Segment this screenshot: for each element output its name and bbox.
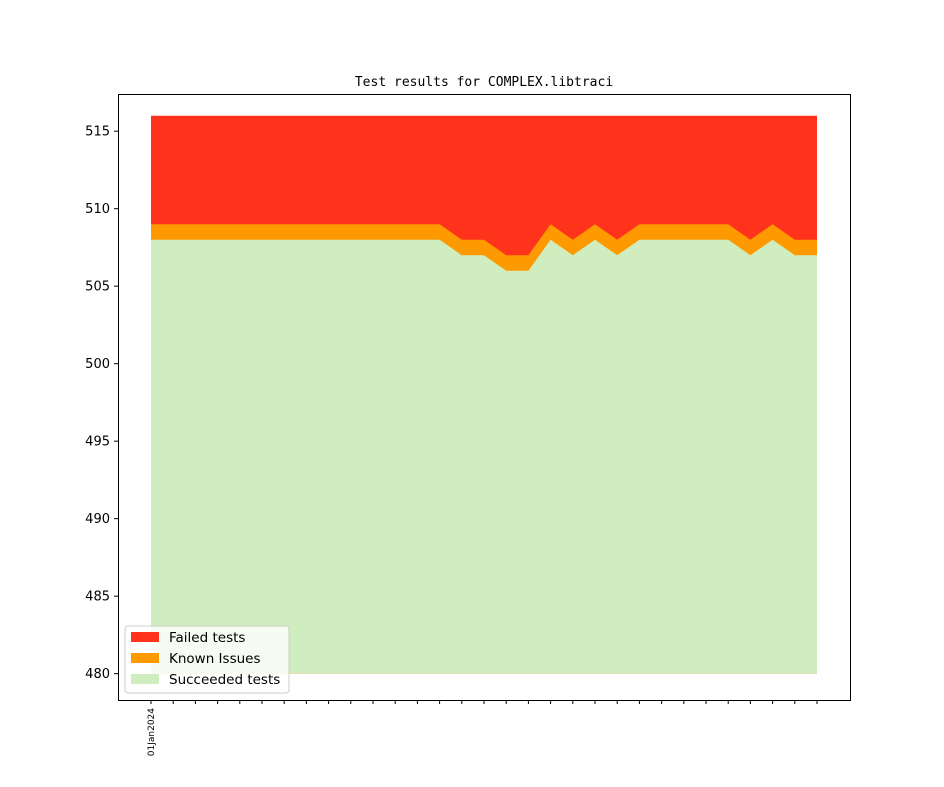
legend-swatch (131, 653, 159, 663)
y-tick-label: 490 (85, 512, 110, 527)
y-tick-label: 510 (85, 202, 110, 217)
legend-swatch (131, 632, 159, 642)
x-axis: 01Jan2024 (147, 700, 818, 757)
area-succeeded-tests (151, 239, 817, 674)
legend-swatch (131, 674, 159, 684)
y-axis: 480 485 490 495 500 505 510 515 (85, 125, 118, 682)
y-tick-label: 495 (85, 435, 110, 450)
legend-box (124, 625, 290, 694)
x-tick-label: 01Jan2024 (147, 708, 157, 757)
y-tick-label: 480 (85, 667, 110, 682)
legend-label: Failed tests (169, 630, 245, 646)
plot-areas (151, 115, 817, 674)
legend-label: Known Issues (169, 651, 261, 667)
y-tick-label: 500 (85, 357, 110, 372)
chart-title: Test results for COMPLEX.libtraci (355, 75, 613, 90)
legend-label: Succeeded tests (169, 672, 280, 688)
legend: Failed tests Known Issues Succeeded tests (124, 625, 290, 694)
y-tick-label: 505 (85, 280, 110, 295)
y-tick-label: 485 (85, 590, 110, 605)
y-tick-label: 515 (85, 125, 110, 140)
